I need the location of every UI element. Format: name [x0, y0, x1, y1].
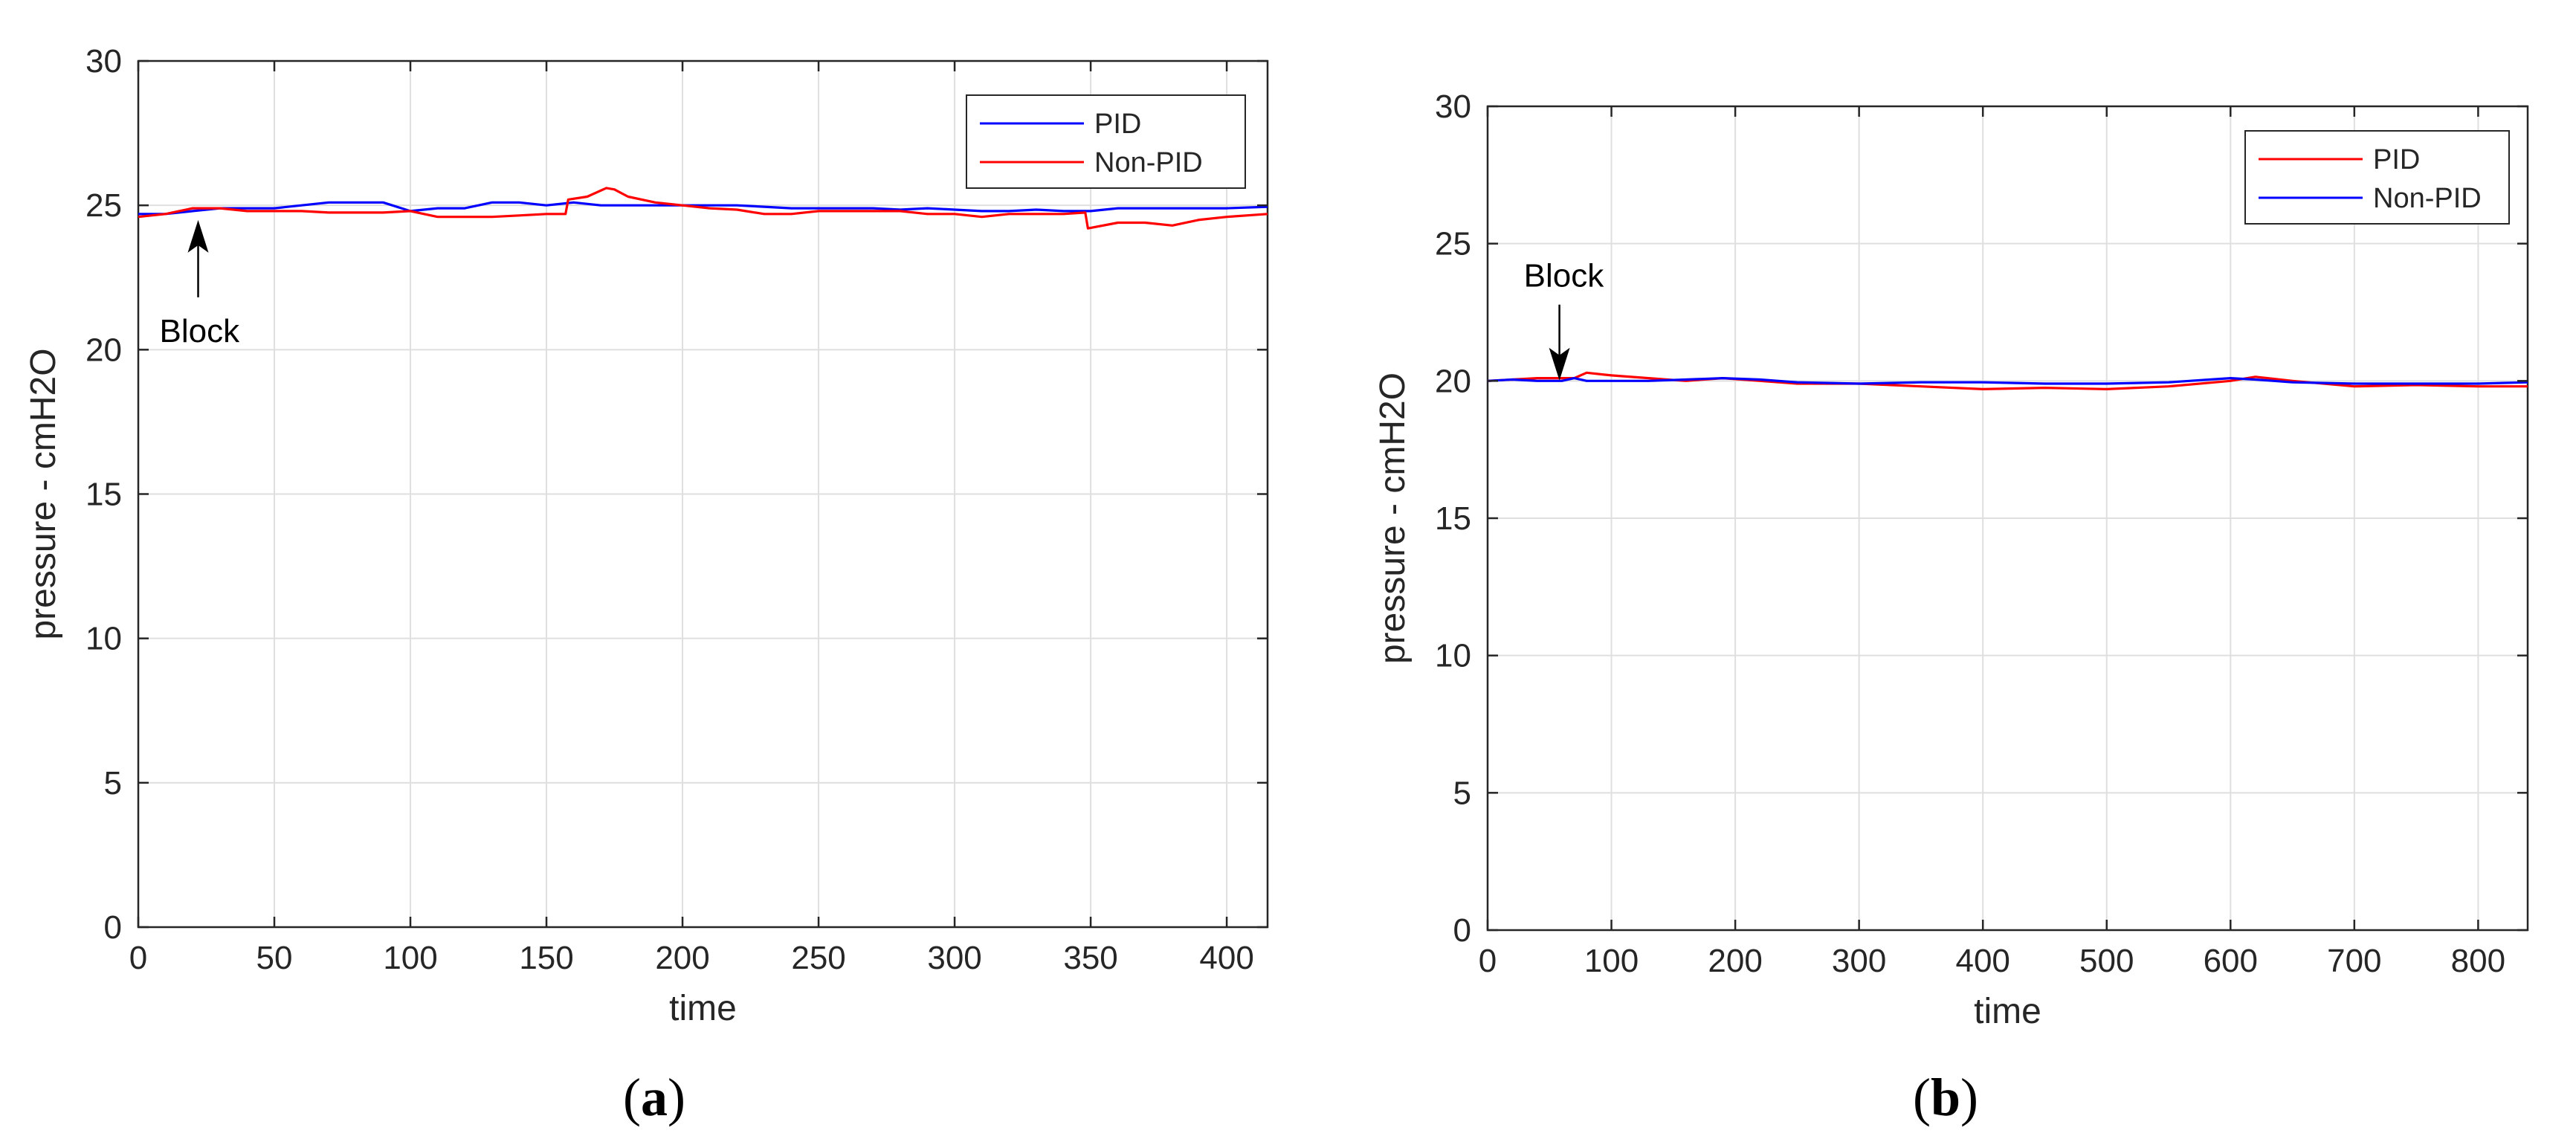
- panel-a-legend-label-non-pid: Non-PID: [1094, 147, 1203, 178]
- x-tick-label: 400: [1955, 943, 2010, 979]
- y-tick-label: 0: [104, 909, 122, 946]
- panel-b-legend-label-pid: PID: [2373, 144, 2420, 175]
- x-tick-label: 500: [2079, 943, 2134, 979]
- panel-a-ticks: 0 50 100 150 200 250 300 350 400 0 5 10 15 20 25 30: [85, 43, 1268, 976]
- x-tick-label: 800: [2451, 943, 2505, 979]
- x-tick-label: 0: [129, 940, 147, 976]
- x-tick-label: 0: [1479, 943, 1497, 979]
- y-tick-label: 15: [1435, 500, 1471, 537]
- panel-a-legend-label-pid: PID: [1094, 109, 1141, 140]
- series-line-non-pid: [138, 187, 1268, 230]
- panel-a-caption-close: ): [668, 1068, 685, 1127]
- panel-b-caption: (b): [1913, 1068, 1978, 1127]
- panel-a-caption-open: (: [623, 1068, 641, 1127]
- panel-b-ticks: 0 100 200 300 400 500 600 700 800 0 5 10 15 20 25 30: [1435, 88, 2528, 979]
- x-tick-label: 100: [1584, 943, 1639, 979]
- y-tick-label: 10: [85, 621, 122, 657]
- panel-a-legend-box: [966, 94, 1246, 189]
- x-tick-label: 250: [791, 940, 845, 976]
- x-tick-label: 400: [1199, 940, 1253, 976]
- y-tick-label: 5: [104, 765, 122, 801]
- x-tick-label: 350: [1063, 940, 1117, 976]
- panel-a-annotation: Block: [160, 219, 241, 349]
- panel-a-block-label: Block: [160, 313, 241, 349]
- panel-b-caption-open: (: [1913, 1068, 1931, 1127]
- panel-a-series: [138, 187, 1268, 230]
- x-tick-label: 100: [383, 940, 437, 976]
- panel-a-caption-letter: a: [641, 1068, 668, 1127]
- y-tick-label: 15: [85, 477, 122, 513]
- panel-a-xlabel: time: [669, 989, 737, 1028]
- y-tick-label: 20: [1435, 363, 1471, 399]
- panel-b-ylabel: pressure - cmH2O: [1373, 372, 1413, 664]
- panel-a-caption: (a): [623, 1068, 685, 1127]
- panel-b-legend-label-non-pid: Non-PID: [2373, 183, 2482, 214]
- y-tick-label: 30: [1435, 88, 1471, 125]
- x-tick-label: 300: [927, 940, 981, 976]
- x-tick-label: 700: [2327, 943, 2381, 979]
- x-tick-label: 600: [2204, 943, 2258, 979]
- y-tick-label: 30: [85, 43, 122, 80]
- series-line-non-pid: [1487, 377, 2528, 385]
- panel-b-block-label: Block: [1524, 258, 1605, 294]
- panel-b-caption-close: ): [1960, 1068, 1978, 1127]
- panel-b-legend-box: [2244, 130, 2510, 225]
- x-tick-label: 50: [256, 940, 293, 976]
- y-tick-label: 20: [85, 332, 122, 368]
- panel-b-annotation: Block: [1524, 258, 1605, 381]
- panel-b-series: [1487, 371, 2528, 391]
- panel-b-block-arrowhead: [1549, 347, 1570, 381]
- y-tick-label: 0: [1453, 912, 1471, 949]
- y-tick-label: 25: [1435, 226, 1471, 262]
- panel-b-caption-letter: b: [1931, 1068, 1960, 1127]
- x-tick-label: 300: [1832, 943, 1886, 979]
- panel-a: 0 50 100 150 200 250 300 350 400 0 5 10 15 20 25 30 tim…: [24, 43, 1269, 1127]
- series-line-pid: [138, 201, 1268, 216]
- panel-a-legend: PID Non-PID: [966, 94, 1246, 189]
- x-tick-label: 150: [519, 940, 573, 976]
- x-tick-label: 200: [655, 940, 709, 976]
- panel-b: 0 100 200 300 400 500 600 700 800 0 5 10 15 20 25 30 ti…: [1373, 88, 2529, 1127]
- panel-b-xlabel: time: [1974, 992, 2041, 1031]
- y-tick-label: 25: [85, 187, 122, 224]
- x-tick-label: 200: [1708, 943, 1762, 979]
- panel-a-block-arrowhead: [187, 219, 209, 253]
- panel-a-ylabel: pressure - cmH2O: [24, 348, 63, 639]
- y-tick-label: 10: [1435, 638, 1471, 674]
- y-tick-label: 5: [1453, 775, 1471, 811]
- panel-b-legend: PID Non-PID: [2244, 130, 2510, 225]
